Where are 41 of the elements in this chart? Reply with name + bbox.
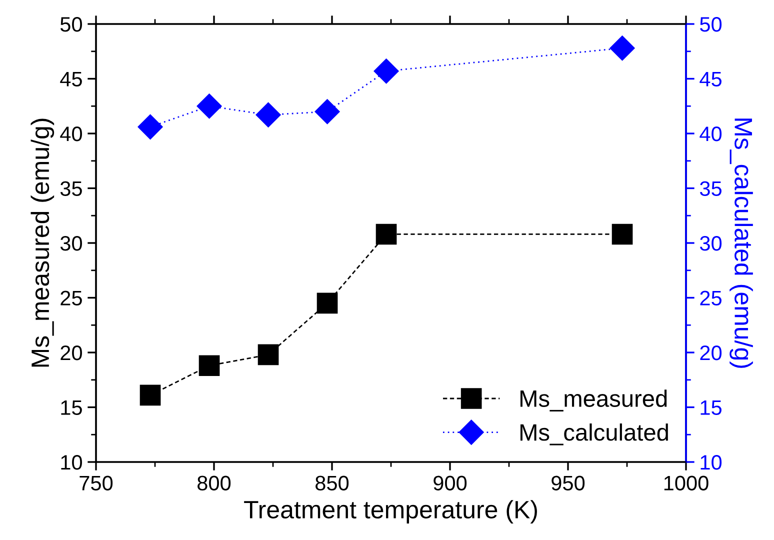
y-tick-label: 40 [60,126,82,142]
point [198,355,220,376]
point [138,114,163,140]
y2-tick-label: 35 [700,181,722,196]
x-tick-label: 800 [198,476,231,490]
point [256,102,281,128]
x-tick-label: 900 [434,476,467,490]
y-tick-label: 30 [60,236,82,251]
x-axis-title: Treatment temperature (K) [244,500,537,524]
x-tick-label: 850 [316,476,349,490]
y2-tick-label: 10 [700,455,722,470]
y-tick-label: 35 [60,181,82,196]
point [610,36,635,61]
y2-axis-title: Ms_calculated (emu/g) [730,118,753,368]
legend-label: Ms_measured [520,390,667,412]
y-tick-label: 50 [60,17,82,32]
x-tick-label: 1000 [664,476,708,490]
legend-label: Ms_calculated [520,423,668,446]
point [314,99,340,124]
point [140,384,161,406]
x-tick-label: 950 [552,476,585,490]
y-tick-label: 45 [60,72,82,87]
y-tick-label: 15 [61,400,82,416]
y-axis-title: Ms_measured (emu/g) [30,118,54,367]
y-tick-label: 20 [60,346,82,360]
y-tick-label: 25 [60,290,82,306]
x-tick-label: 750 [80,476,113,490]
y2-tick-label: 40 [700,126,722,142]
y2-tick-label: 45 [700,72,722,87]
point [612,224,633,245]
point [196,94,222,119]
point [376,224,397,245]
y2-tick-label: 25 [700,290,722,306]
point [316,292,338,314]
y2-tick-label: 20 [700,346,722,360]
point [374,58,399,84]
point [258,344,279,366]
y2-tick-label: 50 [700,17,722,32]
y2-tick-label: 15 [700,400,722,416]
y-tick-label: 10 [61,455,82,470]
y2-tick-label: 30 [700,236,722,251]
